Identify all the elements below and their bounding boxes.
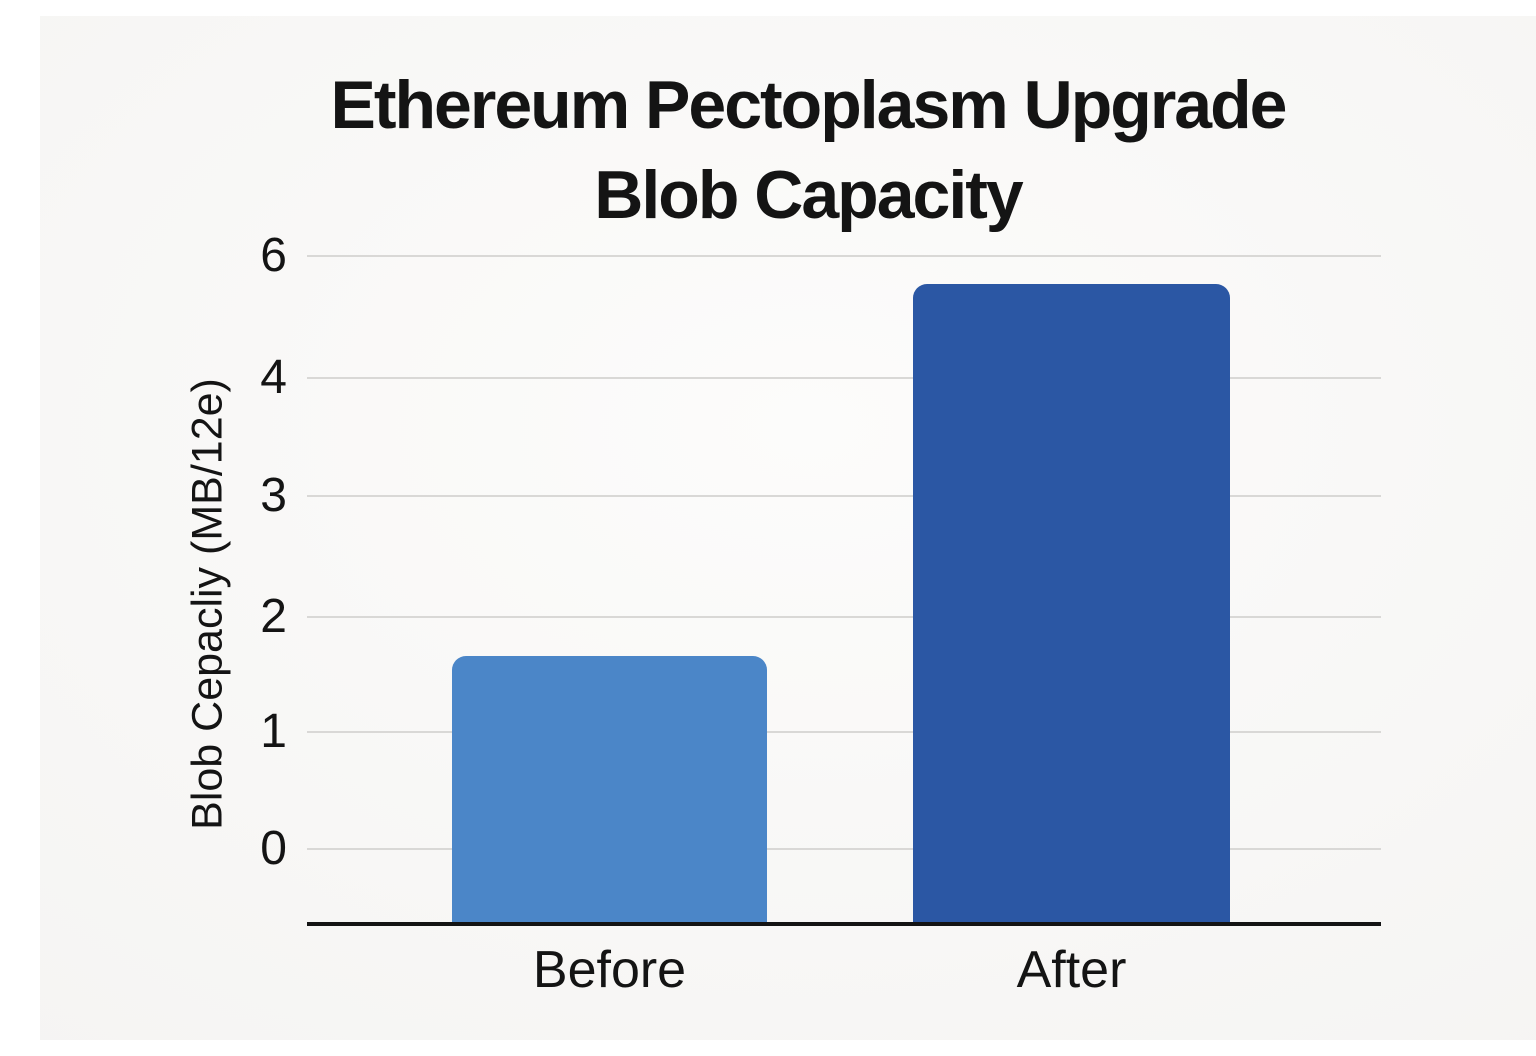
y-tick-label-6: 6 (260, 229, 287, 282)
gridline-1 (307, 731, 1381, 733)
bar-chart-figure: Ethereum Pectoplasm Upgrade Blob Capacit… (40, 16, 1536, 1040)
y-tick-label-1: 1 (260, 705, 287, 758)
gridline-0 (307, 848, 1381, 850)
y-tick-label-4: 4 (260, 351, 287, 404)
gridline-6 (307, 255, 1381, 257)
gridline-4 (307, 377, 1381, 379)
y-tick-label-2: 2 (260, 590, 287, 643)
gridline-2 (307, 616, 1381, 618)
x-category-label-before: Before (532, 941, 687, 999)
y-tick-label-0: 0 (260, 822, 287, 875)
bar-before (452, 656, 767, 926)
chart-title-line-2: Blob Capacity (594, 157, 1023, 233)
x-category-label-after: After (1016, 941, 1127, 999)
chart-title-line-1: Ethereum Pectoplasm Upgrade (330, 67, 1288, 143)
x-axis-line (307, 922, 1381, 926)
gridline-3 (307, 495, 1381, 497)
bar-after (913, 284, 1230, 926)
chart-title: Ethereum Pectoplasm Upgrade Blob Capacit… (40, 60, 1536, 240)
y-tick-label-3: 3 (260, 469, 287, 522)
